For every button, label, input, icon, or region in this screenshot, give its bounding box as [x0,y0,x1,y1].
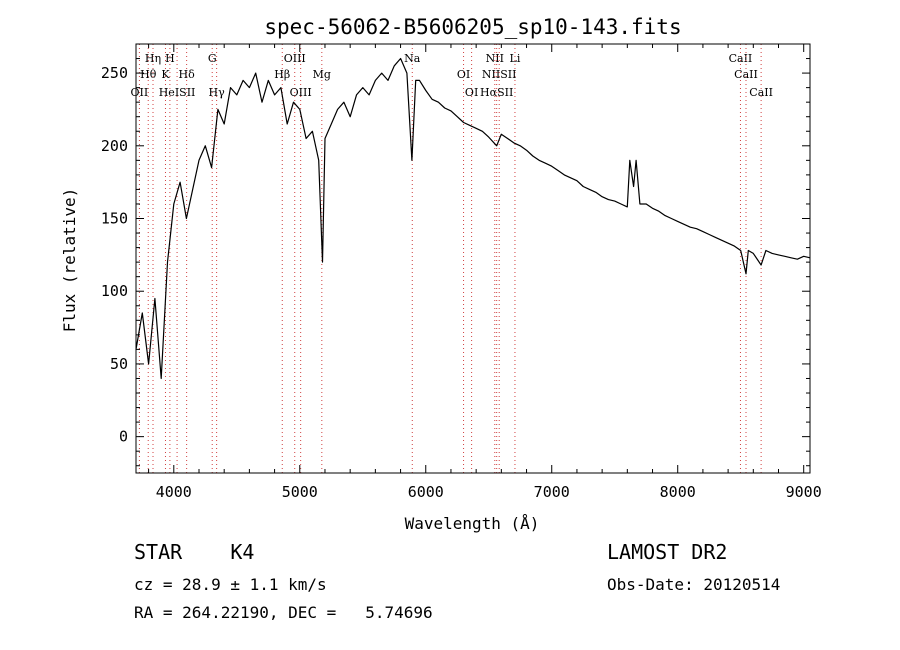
x-axis: 4000 5000 6000 7000 8000 9000 [148,44,822,501]
line-label: H [165,52,175,65]
spectrum-line [135,57,811,380]
survey-label: LAMOST DR2 [607,540,728,564]
line-label: Hβ [274,68,290,81]
line-label: NII [486,52,504,65]
line-label: Li [510,52,521,65]
y-tick-label: 100 [101,282,128,300]
plot-frame [135,43,811,474]
obs-date-label: Obs-Date: 20120514 [607,575,781,594]
line-label: OI [465,86,478,99]
y-tick-label: 50 [110,355,128,373]
line-label: OIII [284,52,306,65]
y-tick-label: 200 [101,137,128,155]
line-label: Mg [313,68,331,81]
line-label: Hγ [209,86,226,99]
line-label: G [208,52,217,65]
chart-title: spec-56062-B5606205_sp10-143.fits [264,15,681,39]
y-tick-label: 250 [101,64,128,82]
x-tick-label: 9000 [786,483,822,501]
line-label: Hη [145,52,161,65]
x-axis-label: Wavelength (Å) [405,514,540,533]
line-label: Hθ [140,68,157,81]
line-label: CaII [729,52,753,65]
line-label: K [161,68,170,81]
x-tick-label: 4000 [156,483,192,501]
line-label: CaII [749,86,773,99]
classification-label: STAR K4 [134,540,255,564]
redshift-label: cz = 28.9 ± 1.1 km/s [134,575,327,594]
line-label: OIII [290,86,312,99]
line-label: Hδ [179,68,196,81]
line-label: OII [131,86,149,99]
y-axis-label: Flux (relative) [60,188,79,333]
emission-line-markers: Hη H G OIII Na NII Li CaII Hθ K Hδ Hβ Mg OI NIISII CaII… [131,44,773,473]
y-tick-label: 150 [101,210,128,228]
line-label: NIISII [482,68,517,81]
x-tick-label: 7000 [534,483,570,501]
x-tick-label: 6000 [408,483,444,501]
line-label: HeISII [159,86,196,99]
line-label: HαSII [480,86,513,99]
spectrum-series [135,57,811,380]
line-label: OI [457,68,470,81]
y-axis: 0 50 100 150 200 250 [101,58,810,467]
x-tick-label: 5000 [282,483,318,501]
line-label: Na [404,52,421,65]
coordinates-label: RA = 264.22190, DEC = 5.74696 [134,603,433,622]
y-tick-label: 0 [119,428,128,446]
x-tick-label: 8000 [660,483,696,501]
line-label: CaII [734,68,758,81]
